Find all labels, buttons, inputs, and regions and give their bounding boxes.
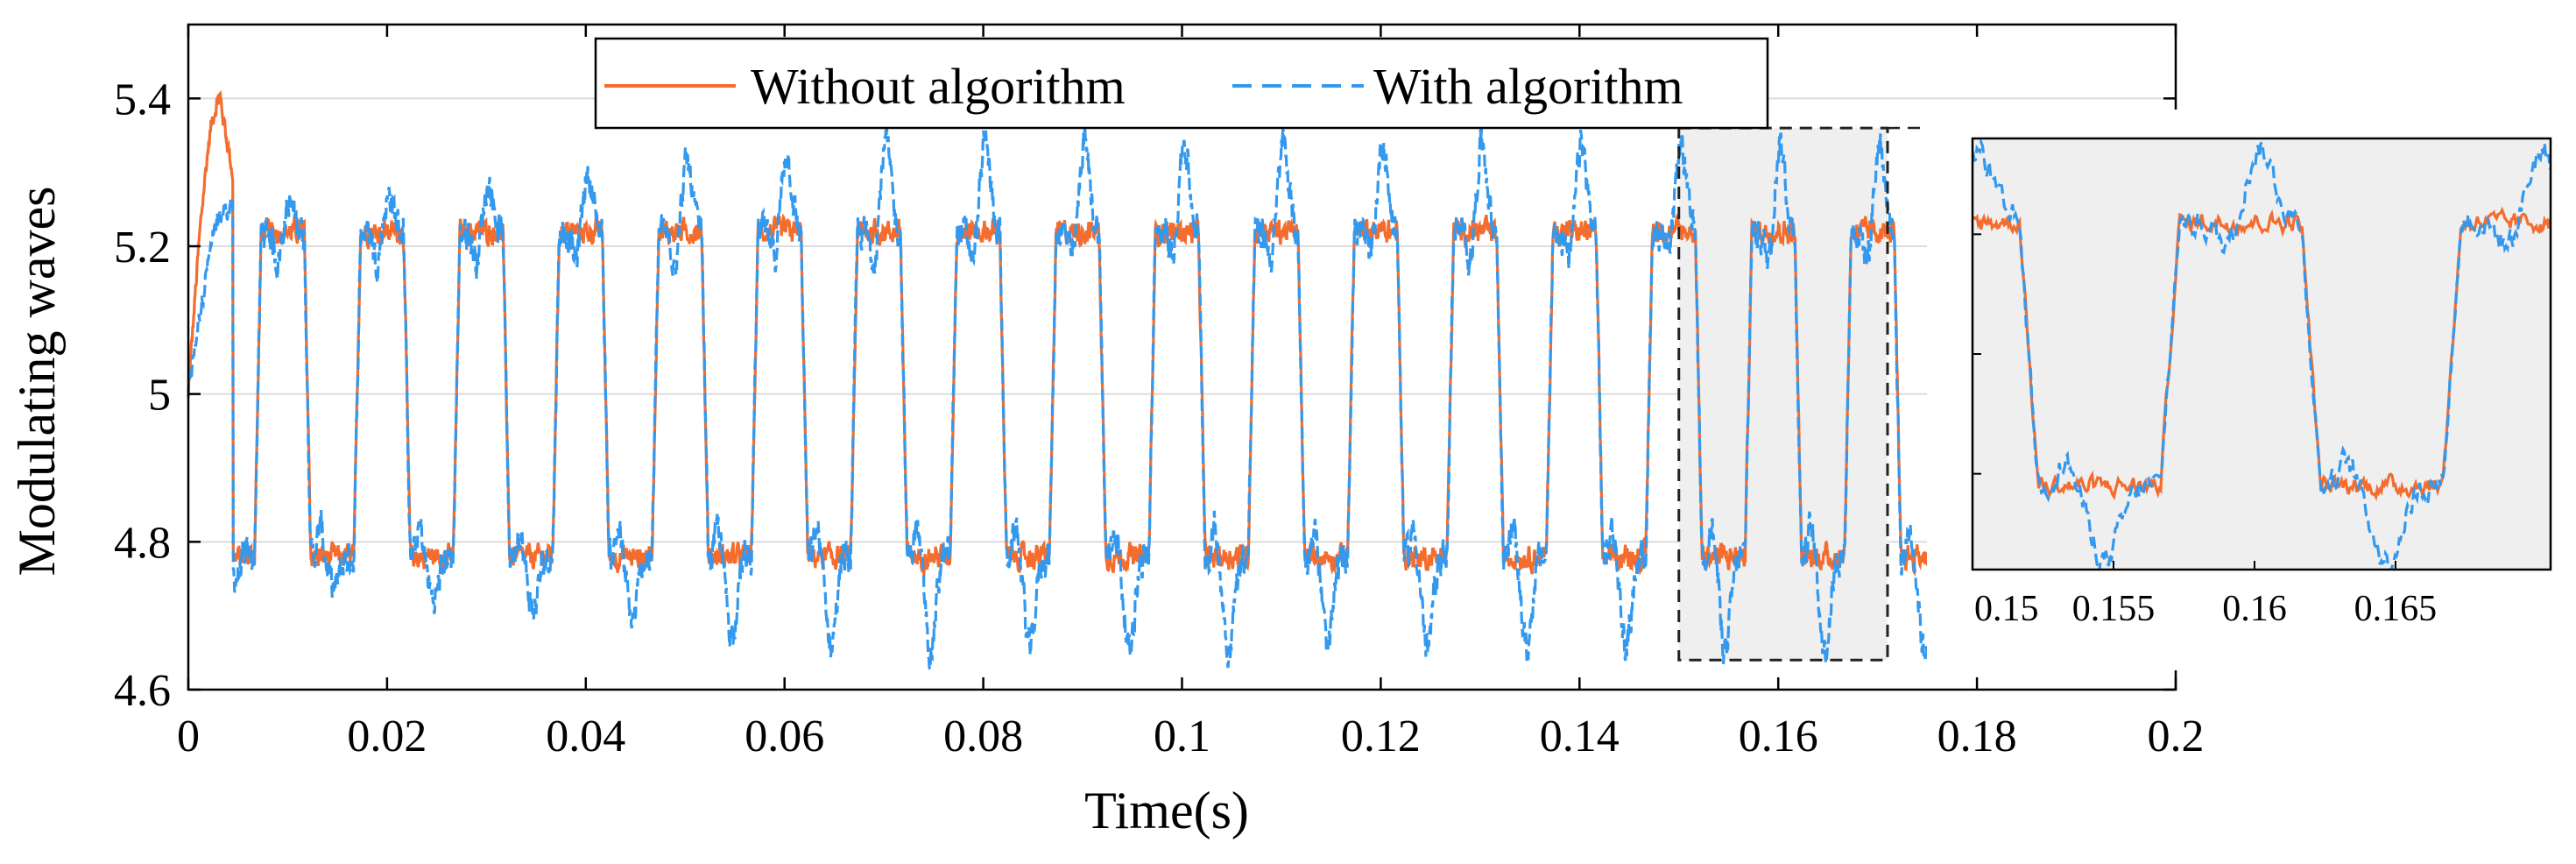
x-tick-label: 0.02 xyxy=(347,712,427,761)
y-axis-label: Modulating waves xyxy=(8,187,66,577)
x-tick-label: 0.2 xyxy=(2148,712,2205,761)
legend-label-without: Without algorithm xyxy=(751,58,1126,115)
x-tick-label: 0.04 xyxy=(546,712,625,761)
x-tick-label: 0.12 xyxy=(1341,712,1421,761)
zoom-region xyxy=(1678,128,1888,661)
inset-x-tick-label: 0.165 xyxy=(2354,589,2438,629)
zoom-inset: 0.15 0.155 0.16 0.165 xyxy=(1927,110,2566,670)
y-tick-label: 4.6 xyxy=(114,666,171,716)
zoom-region-fill xyxy=(1678,128,1888,661)
inset-plot-area xyxy=(1973,138,2551,570)
main-ticks: 0 0.02 0.04 0.06 0.08 0.1 0.12 0.14 0.16 0.18 0.2 4… xyxy=(114,25,2205,761)
zoom-region-border xyxy=(1677,126,1889,662)
y-tick-label: 4.8 xyxy=(114,518,171,568)
x-tick-label: 0.1 xyxy=(1154,712,1210,761)
inset-x-tick-label: 0.15 xyxy=(1974,589,2039,629)
x-tick-label: 0.06 xyxy=(745,712,824,761)
inset-x-tick-label: 0.155 xyxy=(2072,589,2156,629)
inset-x-tick-label: 0.16 xyxy=(2222,589,2287,629)
legend: Without algorithm With algorithm xyxy=(594,37,1769,130)
x-tick-label: 0.16 xyxy=(1739,712,1818,761)
x-tick-label: 0.08 xyxy=(943,712,1023,761)
x-tick-label: 0.18 xyxy=(1937,712,2017,761)
series-with-algorithm xyxy=(187,125,1929,675)
y-tick-label: 5 xyxy=(148,371,171,421)
x-axis-label: Time(s) xyxy=(1084,782,1249,839)
y-tick-label: 5.4 xyxy=(114,74,171,124)
y-tick-label: 5.2 xyxy=(114,223,171,273)
legend-label-with: With algorithm xyxy=(1373,58,1683,115)
series-without-algorithm xyxy=(187,89,1929,580)
x-tick-label: 0 xyxy=(177,712,200,761)
inset-series-with-algorithm xyxy=(1973,138,2551,570)
x-tick-label: 0.14 xyxy=(1540,712,1620,761)
legend-box xyxy=(594,37,1769,130)
main-series xyxy=(187,89,1929,675)
